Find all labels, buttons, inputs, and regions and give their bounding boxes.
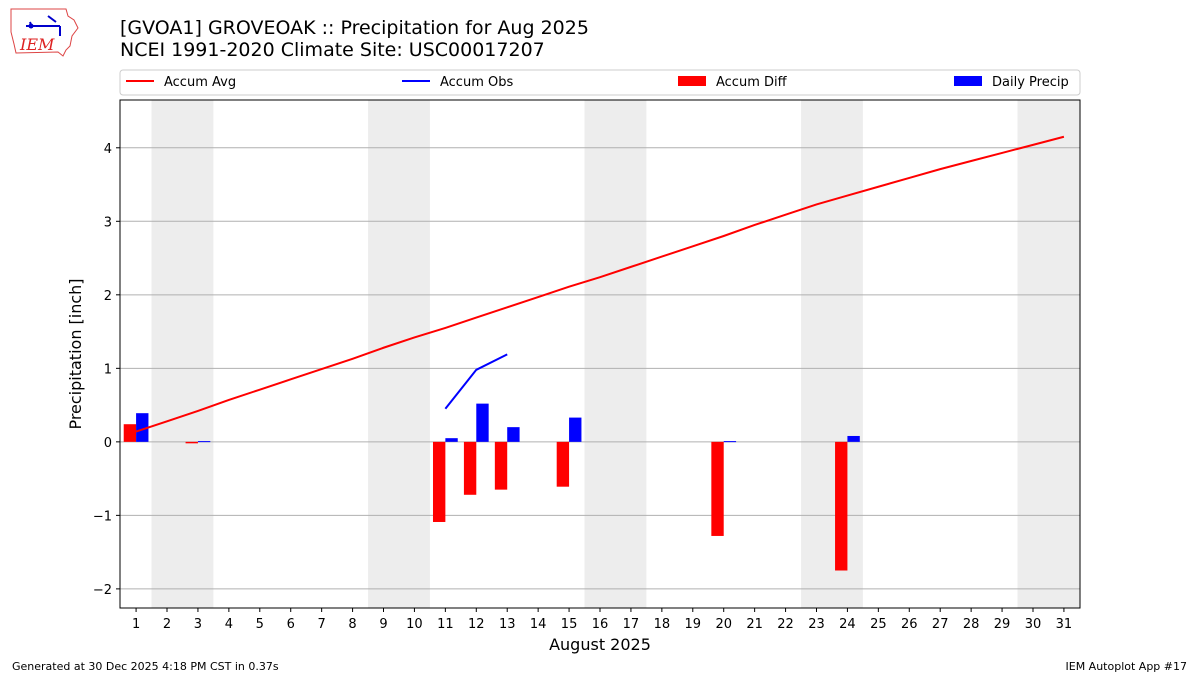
x-tick-label: 19 bbox=[685, 617, 702, 632]
x-tick-label: 21 bbox=[746, 617, 763, 632]
x-tick-label: 31 bbox=[1056, 617, 1073, 632]
y-tick-label: −2 bbox=[93, 583, 112, 598]
x-tick-label: 11 bbox=[437, 617, 454, 632]
svg-text:IEM: IEM bbox=[19, 35, 55, 54]
y-tick-label: 1 bbox=[104, 362, 112, 377]
x-tick-label: 10 bbox=[406, 617, 423, 632]
accum-diff-bar bbox=[463, 441, 477, 495]
daily-precip-bar bbox=[445, 438, 458, 442]
weekend-shade bbox=[368, 100, 430, 608]
daily-precip-bar bbox=[847, 435, 860, 442]
accum-diff-bar bbox=[556, 441, 570, 487]
x-tick-label: 25 bbox=[870, 617, 887, 632]
y-tick-label: 2 bbox=[104, 289, 112, 304]
y-tick-label: 3 bbox=[104, 215, 112, 230]
daily-precip-bar bbox=[507, 427, 520, 442]
chart-title: [GVOA1] GROVEOAK :: Precipitation for Au… bbox=[120, 17, 589, 61]
x-tick-label: 17 bbox=[623, 617, 640, 632]
accum-diff-bar bbox=[123, 424, 137, 442]
legend-label: Accum Obs bbox=[440, 75, 513, 90]
x-tick-label: 24 bbox=[839, 617, 856, 632]
y-tick-label: −1 bbox=[93, 509, 112, 524]
daily-precip-bar bbox=[723, 441, 737, 443]
accum-diff-bar bbox=[835, 441, 848, 571]
x-tick-label: 28 bbox=[963, 617, 980, 632]
x-tick-label: 30 bbox=[1025, 617, 1042, 632]
x-tick-label: 1 bbox=[132, 617, 140, 632]
accum-diff-bar bbox=[494, 441, 508, 490]
x-tick-label: 9 bbox=[379, 617, 387, 632]
x-tick-label: 14 bbox=[530, 617, 547, 632]
legend-label: Accum Diff bbox=[716, 75, 788, 90]
y-tick-label: 4 bbox=[104, 142, 112, 157]
x-tick-label: 22 bbox=[777, 617, 794, 632]
iem-logo: IEM bbox=[8, 6, 80, 62]
daily-precip-bar bbox=[476, 403, 489, 442]
x-tick-label: 29 bbox=[994, 617, 1011, 632]
weekend-shade bbox=[1017, 100, 1080, 608]
weekend-shade bbox=[151, 100, 214, 608]
x-tick-label: 16 bbox=[592, 617, 609, 632]
daily-precip-bar bbox=[136, 413, 149, 442]
x-tick-label: 5 bbox=[256, 617, 264, 632]
accum-avg-line bbox=[135, 135, 1065, 433]
x-tick-label: 27 bbox=[932, 617, 949, 632]
x-tick-label: 4 bbox=[225, 617, 233, 632]
daily-precip-bar bbox=[197, 441, 211, 443]
x-tick-label: 8 bbox=[348, 617, 356, 632]
legend-swatch-daily-precip bbox=[954, 76, 982, 86]
x-tick-label: 18 bbox=[654, 617, 671, 632]
x-axis-label: August 2025 bbox=[549, 635, 651, 654]
weekend-shade bbox=[801, 100, 863, 608]
plot-frame bbox=[119, 99, 1081, 609]
y-tick-label: 0 bbox=[104, 436, 112, 451]
legend-label: Accum Avg bbox=[164, 75, 236, 90]
x-tick-label: 20 bbox=[715, 617, 732, 632]
accum-diff-bar bbox=[432, 441, 446, 522]
accum-diff-bar bbox=[185, 441, 198, 444]
x-tick-label: 7 bbox=[318, 617, 326, 632]
accum-diff-bar bbox=[711, 441, 724, 536]
accum-obs-line bbox=[444, 353, 508, 410]
x-tick-label: 6 bbox=[287, 617, 295, 632]
y-axis-label: Precipitation [inch] bbox=[66, 278, 85, 429]
legend-label: Daily Precip bbox=[992, 75, 1069, 90]
title-line-2: NCEI 1991-2020 Climate Site: USC00017207 bbox=[120, 39, 545, 61]
x-tick-label: 23 bbox=[808, 617, 825, 632]
x-tick-label: 2 bbox=[163, 617, 171, 632]
footer-generated: Generated at 30 Dec 2025 4:18 PM CST in … bbox=[12, 660, 279, 673]
legend-swatch-accum-diff bbox=[678, 76, 706, 86]
title-line-1: [GVOA1] GROVEOAK :: Precipitation for Au… bbox=[120, 17, 589, 39]
legend-box bbox=[119, 69, 1081, 96]
x-tick-label: 15 bbox=[561, 617, 578, 632]
weekend-shade bbox=[584, 100, 647, 608]
x-tick-label: 3 bbox=[194, 617, 202, 632]
x-tick-label: 26 bbox=[901, 617, 918, 632]
daily-precip-bar bbox=[569, 417, 582, 442]
x-tick-label: 13 bbox=[499, 617, 516, 632]
x-tick-label: 12 bbox=[468, 617, 485, 632]
footer-app: IEM Autoplot App #17 bbox=[1065, 660, 1188, 673]
